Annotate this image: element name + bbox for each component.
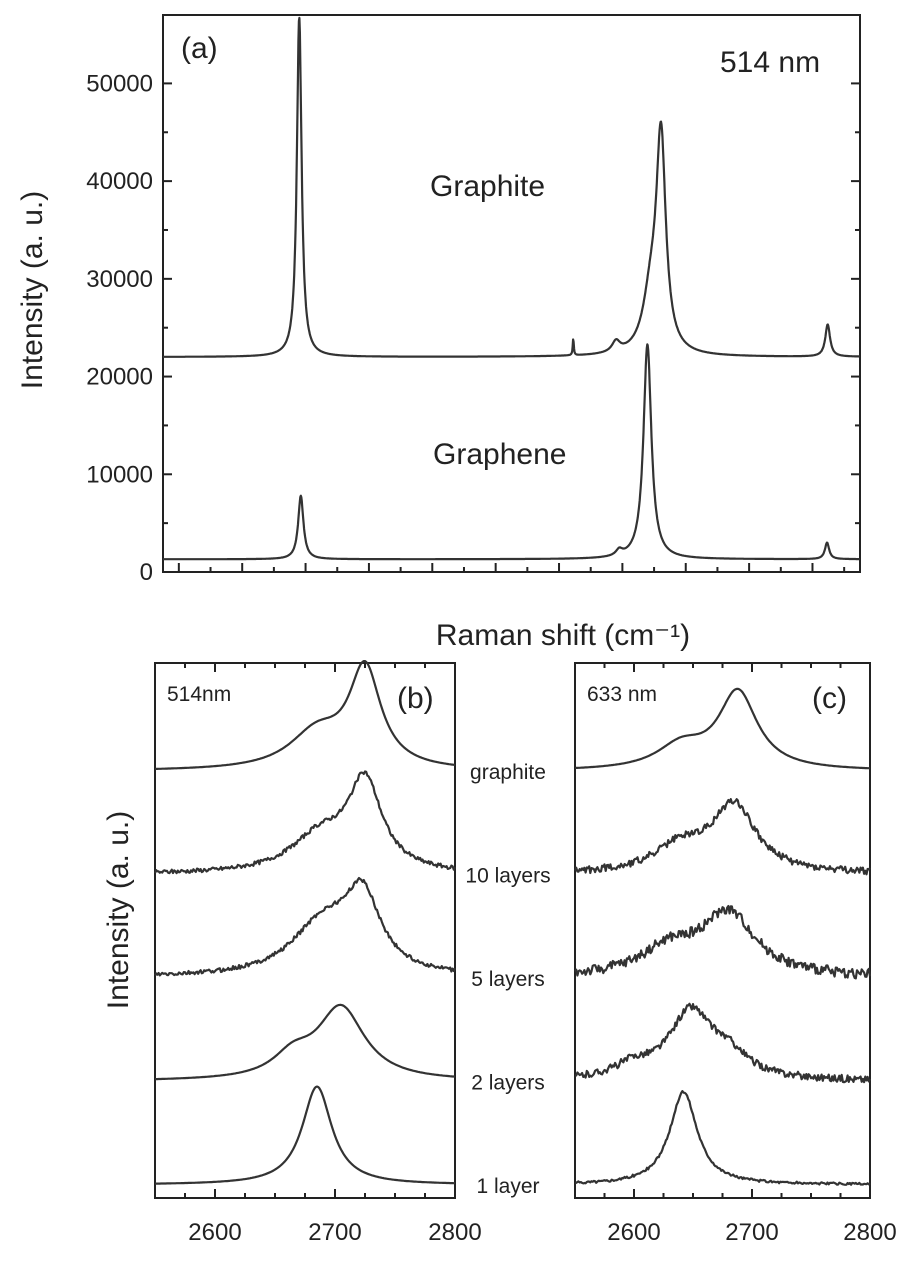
y-tick-label: 40000: [86, 168, 153, 195]
wavelength-annotation: 514 nm: [720, 46, 820, 79]
series-line-graphite: [155, 660, 456, 770]
series-line-graphene: [162, 343, 861, 561]
panel-c: 2600 2700 2800 633 nm (c): [573, 662, 897, 1246]
y-tick-label: 50000: [86, 70, 153, 97]
y-tick-label: 30000: [86, 266, 153, 293]
series-label: 2 layers: [471, 1071, 545, 1094]
shared-labels: Intensity (a. u.): [102, 811, 135, 1009]
panel-label: (c): [812, 682, 847, 715]
x-tick-label: 2700: [725, 1219, 778, 1246]
panel-label: (b): [397, 682, 434, 715]
x-tick-label: 2800: [843, 1219, 896, 1246]
plot-frame: [574, 662, 871, 1199]
series-line-2-layers: [574, 1002, 871, 1084]
panel-a: 0 10000 20000 30000 40000 50000 Graphite Graphe…: [16, 14, 861, 652]
x-tick-label: 2600: [607, 1219, 660, 1246]
series-line-5-layers: [574, 904, 872, 980]
x-tick-label: 2600: [188, 1219, 241, 1246]
y-tick-label: 0: [140, 559, 153, 586]
x-tick-label: 2700: [308, 1219, 361, 1246]
y-tick-label: 10000: [86, 461, 153, 488]
y-tick-label: 20000: [86, 364, 153, 391]
series-line-10-layers: [573, 798, 871, 876]
wavelength-annotation: 633 nm: [587, 683, 657, 706]
series-line-10-layers: [153, 770, 456, 875]
series-label: graphite: [470, 761, 546, 784]
series-label: 5 layers: [471, 968, 545, 991]
x-tick-label: 2800: [428, 1219, 481, 1246]
x-axis-title: Raman shift (cm⁻¹): [436, 619, 690, 652]
series-label-graphene: Graphene: [433, 438, 566, 471]
series-line-graphite: [574, 687, 871, 770]
wavelength-annotation: 514nm: [167, 683, 231, 706]
series-line-2-layers: [155, 1003, 456, 1081]
y-axis-title: Intensity (a. u.): [16, 191, 49, 389]
series-label: 1 layer: [476, 1175, 539, 1198]
panel-label: (a): [181, 32, 218, 65]
panel-b: 2600 2700 2800 graphite 10 layers 5 layers 2 l…: [153, 660, 551, 1246]
y-axis-title-bc: Intensity (a. u.): [102, 811, 135, 1009]
series-line-1-layer: [155, 1085, 455, 1185]
series-label: 10 layers: [465, 865, 550, 888]
plot-frame: [162, 14, 861, 573]
series-line-graphite: [162, 16, 861, 358]
series-line-5-layers: [154, 876, 457, 977]
series-line-1-layer: [574, 1090, 871, 1186]
series-label-graphite: Graphite: [430, 170, 545, 203]
